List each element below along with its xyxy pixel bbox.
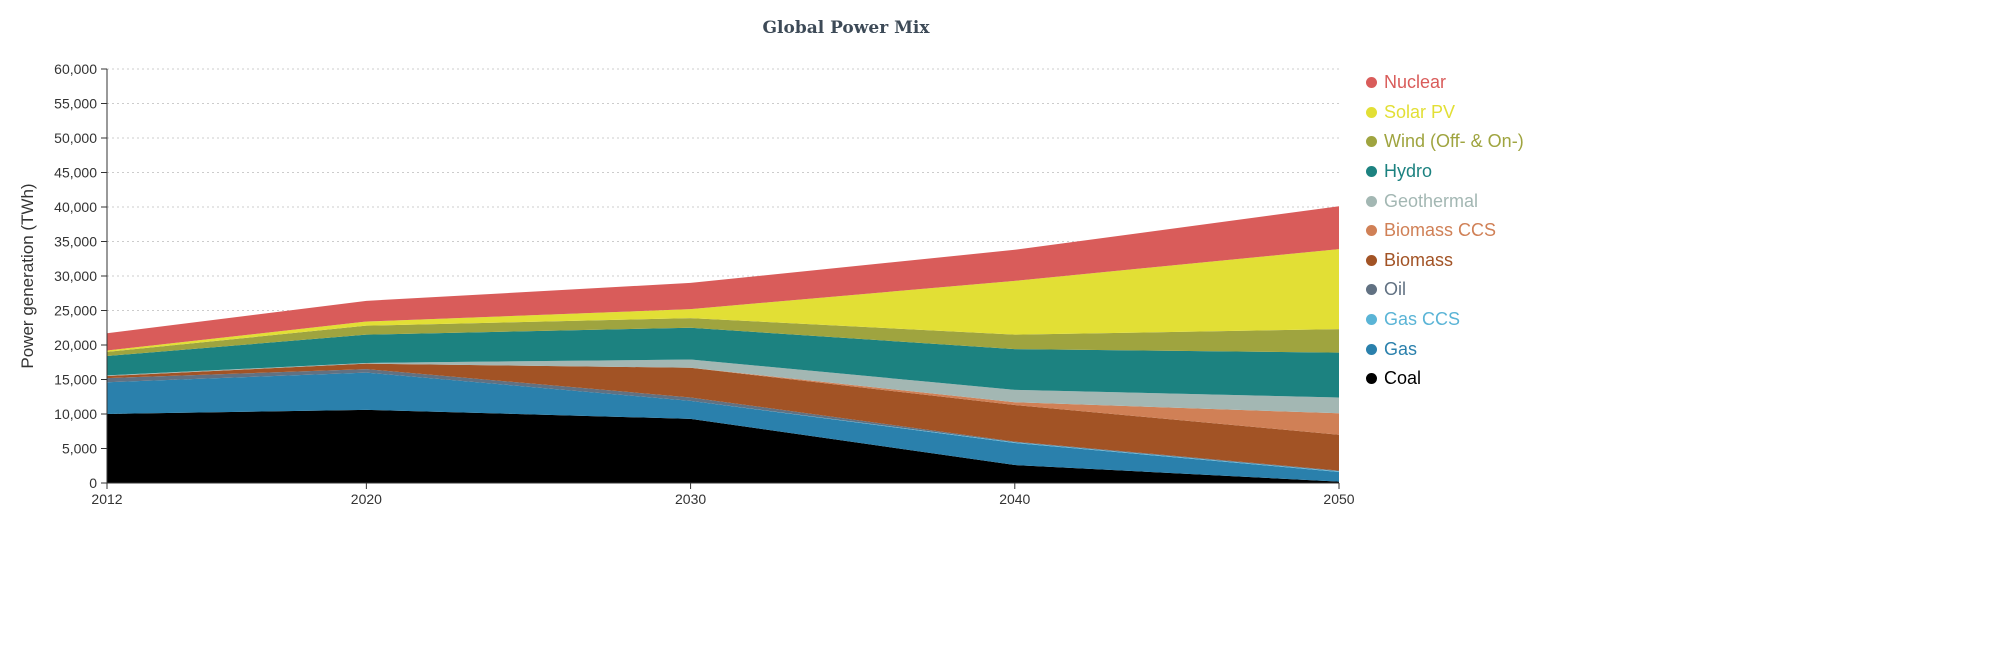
y-tick-label: 15,000 [54,372,97,388]
y-tick-label: 25,000 [54,303,97,319]
legend-swatch-icon [1366,284,1377,296]
legend-label: Coal [1384,368,1422,389]
legend-item[interactable]: Nuclear [1366,68,1524,98]
legend-swatch-icon [1366,166,1377,178]
area-nuclear [107,206,1339,351]
legend-label: Biomass CCS [1384,220,1497,241]
legend-item[interactable]: Geothermal [1366,186,1524,216]
legend-item[interactable]: Gas CCS [1366,305,1524,335]
legend-label: Geothermal [1384,190,1479,211]
legend-label: Wind (Off- & On-) [1384,131,1524,152]
legend-swatch-icon [1366,314,1377,326]
y-tick-label: 20,000 [54,337,97,353]
legend-swatch-icon [1366,373,1377,385]
x-tick-label: 2020 [351,491,382,507]
x-tick-label: 2050 [1323,491,1354,507]
legend-swatch-icon [1366,343,1377,355]
legend-label: Biomass [1384,249,1454,270]
y-tick-label: 0 [89,475,97,491]
legend: Nuclear Solar PV Wind (Off- & On-) Hydro Geo… [1366,68,1524,394]
area-geothermal [107,359,1339,414]
y-tick-label: 5,000 [62,441,97,457]
y-tick-label: 50,000 [54,130,97,146]
legend-label: Solar PV [1384,101,1456,122]
area-solar-pv [107,249,1339,352]
y-tick-label: 30,000 [54,268,97,284]
legend-label: Hydro [1384,161,1433,182]
y-tick-label: 55,000 [54,96,97,112]
area-hydro [107,327,1339,398]
x-tick-label: 2040 [999,491,1030,507]
area-biomass [107,363,1339,471]
legend-label: Gas CCS [1384,309,1461,330]
legend-swatch-icon [1366,225,1377,237]
x-tick-label: 2012 [91,491,122,507]
area-gas [107,372,1339,482]
legend-item[interactable]: Oil [1366,275,1524,305]
legend-swatch-icon [1366,195,1377,207]
legend-item[interactable]: Coal [1366,364,1524,394]
legend-item[interactable]: Biomass [1366,246,1524,276]
y-tick-label: 10,000 [54,406,97,422]
y-tick-label: 45,000 [54,165,97,181]
legend-item[interactable]: Biomass CCS [1366,216,1524,246]
legend-swatch-icon [1366,106,1377,118]
y-axis-label: Power generation (TWh) [18,183,37,368]
legend-item[interactable]: Gas [1366,334,1524,364]
area-wind-off-on [107,318,1339,357]
legend-item[interactable]: Hydro [1366,157,1524,187]
x-tick-label: 2030 [675,491,706,507]
y-tick-label: 60,000 [54,61,97,77]
legend-swatch-icon [1366,77,1377,89]
y-tick-label: 40,000 [54,199,97,215]
legend-swatch-icon [1366,254,1377,266]
legend-label: Oil [1384,279,1406,300]
legend-label: Nuclear [1384,72,1447,93]
legend-item[interactable]: Solar PV [1366,98,1524,128]
legend-label: Gas [1384,338,1418,359]
area-coal [107,409,1339,483]
legend-swatch-icon [1366,136,1377,148]
chart-title: Global Power Mix [762,18,930,38]
y-tick-label: 35,000 [54,234,97,250]
legend-item[interactable]: Wind (Off- & On-) [1366,127,1524,157]
